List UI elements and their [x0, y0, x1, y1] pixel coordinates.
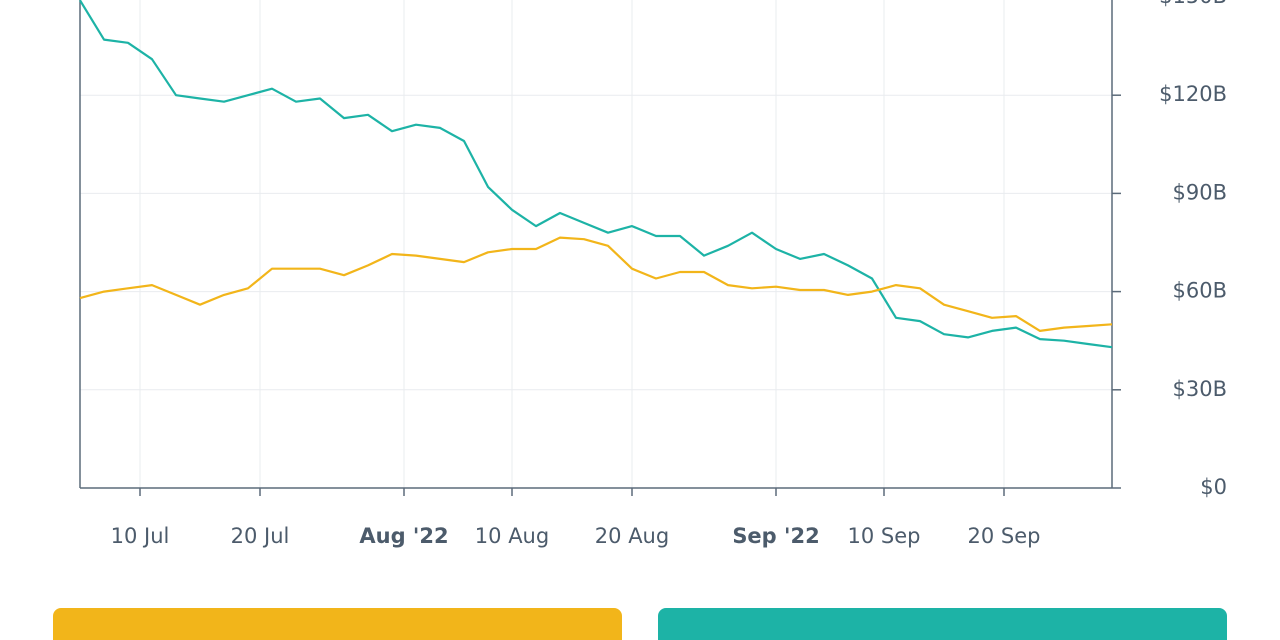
x-tick-label: 20 Aug: [595, 524, 669, 548]
y-tick-label: $150B: [1159, 0, 1227, 8]
y-tick-label: $0: [1200, 475, 1227, 499]
series-line: [79, 236, 1113, 332]
y-tick-label: $30B: [1173, 377, 1228, 401]
x-tick-label: 20 Jul: [231, 524, 290, 548]
x-tick-label: 20 Sep: [968, 524, 1041, 548]
x-tick-label: 10 Jul: [111, 524, 170, 548]
x-tick-label: Aug '22: [359, 524, 448, 548]
y-tick-label: $120B: [1159, 82, 1227, 106]
x-tick-label: 10 Sep: [848, 524, 921, 548]
y-tick-label: $60B: [1173, 279, 1228, 303]
button[interactable]: [658, 608, 1227, 640]
y-tick-label: $90B: [1173, 180, 1228, 204]
x-tick-label: 10 Aug: [475, 524, 549, 548]
button[interactable]: [53, 608, 622, 640]
series-line: [79, 0, 1113, 349]
x-tick-label: Sep '22: [732, 524, 819, 548]
